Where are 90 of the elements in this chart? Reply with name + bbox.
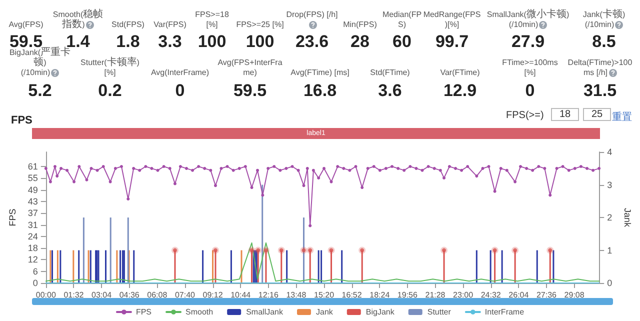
text: 27.9: [510, 32, 546, 52]
x-tick-label: 04:36: [119, 290, 140, 300]
text: Jank(卡顿) (/10min): [582, 9, 626, 30]
x-tick-label: 12:16: [258, 290, 279, 300]
y-tick-label: 6: [32, 266, 38, 276]
y-tick-label: 37: [28, 208, 38, 218]
y-tick-label: 24: [28, 231, 38, 242]
text: SmallJank(微小卡顿) (/10min): [486, 9, 570, 29]
text: FPS>=25 [%]: [236, 20, 284, 30]
text: Var(FPS): [152, 20, 188, 30]
y-tick-label: 61: [28, 162, 38, 172]
y-tick-label: 12: [28, 254, 38, 265]
text: 5.2: [27, 81, 53, 101]
text: 99.7: [434, 32, 470, 52]
x-tick-label: 06:08: [147, 290, 168, 300]
text: FPS>=18 [%]: [194, 10, 230, 30]
y-tick-label: 49: [28, 184, 38, 195]
y-tick-label: 55: [28, 173, 38, 184]
text: BigJank(严重卡顿) (/10min): [9, 47, 71, 77]
text: 重置: [612, 110, 633, 124]
x-tick-label: 03:04: [92, 290, 112, 300]
text: 3.6: [377, 81, 403, 101]
text: 59.5: [232, 81, 268, 101]
text: 8.5: [591, 32, 617, 52]
text: 31.5: [582, 81, 618, 101]
text: MedRange(FPS)[%]: [422, 10, 482, 30]
legend-label: Smooth: [186, 308, 214, 316]
y2-tick-label: 1: [607, 245, 612, 256]
x-tick-label: 27:36: [536, 290, 558, 300]
text: 23.6: [294, 32, 330, 52]
text: 100: [244, 32, 276, 52]
y-tick-label: 43: [28, 196, 38, 206]
x-tick-label: 13:48: [286, 290, 307, 300]
legend-label: SmallJank: [246, 308, 284, 316]
text: Var(FTime): [439, 68, 481, 78]
y2-tick-label: 2: [607, 212, 612, 222]
text: Median(FPS): [381, 10, 423, 30]
chart-title: FPS: [11, 114, 32, 126]
x-tick-label: 19:56: [397, 290, 418, 300]
text: Avg(FPS): [8, 20, 44, 30]
text: 12.9: [442, 81, 478, 101]
x-tick-label: 16:52: [342, 290, 362, 300]
x-tick-label: 09:12: [202, 290, 224, 300]
y2-tick-label: 0: [607, 278, 612, 288]
legend-label: FPS: [136, 308, 152, 316]
text: 0: [174, 81, 186, 101]
text: FPS(>=): [506, 110, 545, 121]
text: 25: [583, 108, 611, 121]
text: 1.8: [115, 32, 141, 52]
y2-tick-label: 3: [607, 180, 612, 190]
text: Min(FPS): [342, 20, 378, 30]
x-tick-label: 10:44: [230, 290, 252, 300]
y-axis-title: FPS: [8, 208, 18, 226]
legend-label: Jank: [316, 308, 334, 316]
text: 3.3: [157, 32, 183, 52]
legend-label: BigJank: [366, 308, 396, 316]
x-tick-label: 07:40: [174, 290, 196, 300]
text: 60: [392, 32, 412, 52]
text: Avg(FPS+InterFrame): [216, 58, 284, 78]
x-tick-label: 15:20: [314, 290, 335, 300]
text: Std(FTime): [369, 68, 411, 78]
x-tick-label: 24:32: [480, 290, 502, 300]
x-tick-label: 21:28: [425, 290, 446, 300]
text: Std(FPS): [110, 20, 146, 30]
x-tick-label: 00:00: [36, 290, 56, 300]
text: 16.8: [302, 81, 338, 101]
text: Avg(InterFrame): [150, 68, 210, 78]
text: 100: [196, 32, 228, 52]
y-tick-label: 31: [28, 220, 38, 230]
text: 0: [524, 81, 536, 101]
text: Delta(FTime)>100ms [/h]: [566, 58, 634, 78]
text: 18: [551, 108, 579, 121]
y2-tick-label: 4: [607, 147, 612, 157]
x-tick-label: 01:32: [64, 290, 84, 300]
text: Stutter(卡顿率) [%]: [80, 57, 140, 77]
x-tick-label: 23:00: [453, 290, 474, 300]
y2-axis-title: Jank: [622, 208, 632, 228]
text: Smooth(稳帧指数): [52, 9, 104, 30]
y-tick-label: 0: [32, 278, 38, 288]
text: FTime>=100ms [%]: [501, 58, 559, 78]
y-tick-label: 18: [28, 243, 38, 254]
text: 28: [350, 32, 370, 52]
text: Avg(FTime) [ms]: [290, 68, 350, 78]
text: Drop(FPS) [/h]: [285, 10, 339, 21]
x-tick-label: 29:08: [564, 290, 585, 300]
legend-label: Stutter: [427, 308, 452, 316]
legend-label: InterFrame: [484, 308, 525, 316]
x-tick-label: 18:24: [370, 290, 390, 300]
x-tick-label: 26:04: [508, 290, 530, 300]
text: 0.2: [97, 81, 123, 101]
